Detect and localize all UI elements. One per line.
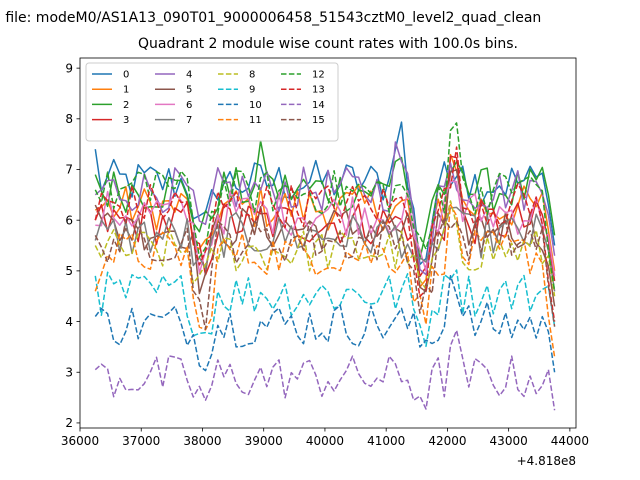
x-tick-label: 42000 (428, 434, 466, 448)
y-tick-label: 7 (65, 163, 73, 177)
x-tick-label: 37000 (122, 434, 160, 448)
series-line-5 (94, 168, 556, 307)
series-line-9 (94, 269, 556, 348)
y-tick-label: 6 (65, 213, 73, 227)
legend-label-6: 6 (186, 100, 192, 111)
y-tick-label: 8 (65, 112, 73, 126)
legend-label-9: 9 (249, 85, 255, 96)
x-tick-label: 38000 (183, 434, 221, 448)
legend-label-14: 14 (312, 100, 325, 111)
legend-box (85, 62, 339, 142)
series-line-0 (94, 121, 556, 266)
chart-title: Quadrant 2 module wise count rates with … (138, 36, 518, 52)
legend-label-8: 8 (249, 70, 255, 81)
x-tick-label: 43000 (490, 434, 528, 448)
legend-label-10: 10 (249, 100, 262, 111)
series-line-3 (94, 155, 556, 282)
y-tick-label: 3 (65, 365, 73, 379)
y-tick-label: 2 (65, 416, 73, 430)
legend-label-3: 3 (123, 115, 129, 126)
plot-frame (79, 57, 577, 429)
legend-label-4: 4 (186, 70, 192, 81)
series-line-12 (94, 122, 556, 292)
legend-label-15: 15 (312, 115, 325, 126)
series-group (94, 121, 556, 411)
legend-label-5: 5 (186, 85, 192, 96)
y-tick-label: 5 (65, 264, 73, 278)
x-tick-label: 36000 (61, 434, 99, 448)
series-line-10 (94, 274, 556, 373)
series-line-15 (94, 218, 556, 330)
x-tick-label: 41000 (367, 434, 405, 448)
x-tick-label: 39000 (245, 434, 283, 448)
legend-label-2: 2 (123, 100, 129, 111)
legend-label-7: 7 (186, 115, 192, 126)
figure-suptitle: n file: modeM0/AS1A13_090T01_9000006458_… (0, 10, 542, 26)
legend-label-0: 0 (123, 70, 129, 81)
legend-label-13: 13 (312, 85, 325, 96)
series-line-8 (94, 200, 556, 297)
y-tick-label: 9 (65, 61, 73, 75)
y-tick-label: 4 (65, 315, 73, 329)
x-tick-label: 44000 (551, 434, 589, 448)
x-offset-label: +4.818e8 (517, 454, 576, 468)
series-line-13 (94, 146, 556, 322)
legend-label-12: 12 (312, 70, 325, 81)
series-line-6 (95, 180, 556, 277)
legend-label-11: 11 (249, 115, 262, 126)
legend-label-1: 1 (123, 85, 129, 96)
x-tick-label: 40000 (306, 434, 344, 448)
series-line-14 (94, 329, 556, 411)
